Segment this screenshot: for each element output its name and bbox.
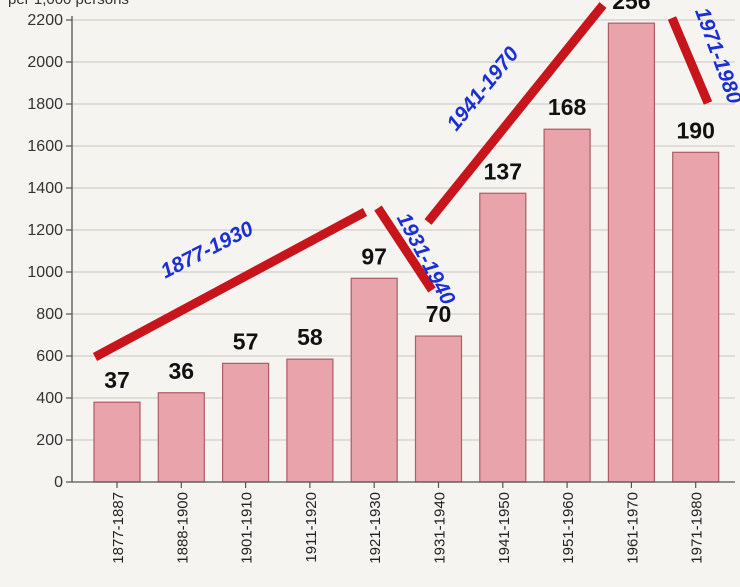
data-label: 190	[677, 117, 715, 143]
bar	[157, 392, 205, 483]
period-line	[92, 208, 368, 361]
partial-header-text: per 1,000 persons	[8, 0, 129, 8]
y-tick-label: 2200	[27, 12, 63, 29]
x-tick-label: 1941-1950	[496, 492, 513, 564]
y-tick-label: 800	[36, 306, 63, 323]
data-label: 37	[104, 367, 130, 393]
x-tick-label: 1961-1970	[624, 492, 641, 564]
x-tick-label: 1931-1940	[432, 492, 449, 564]
period-line	[667, 16, 713, 105]
y-tick-label: 400	[36, 390, 63, 407]
x-axis: 1877-1887 1888-1900 1901-1910 1911-1920 1921…	[110, 482, 706, 564]
y-tick-label: 1200	[27, 222, 63, 239]
y-axis: 0 200 400 600 800 1000 1200 1400 1600 1800 2000 220…	[27, 12, 735, 491]
data-label: 58	[297, 324, 323, 350]
y-tick-label: 600	[36, 348, 63, 365]
bar	[350, 277, 398, 483]
y-tick-label: 1800	[27, 96, 63, 113]
x-tick-label: 1971-1980	[689, 492, 706, 564]
x-tick-label: 1888-1900	[174, 492, 191, 564]
x-tick-label: 1951-1960	[560, 492, 577, 564]
bars	[93, 22, 720, 483]
bar	[222, 362, 270, 483]
data-label: 36	[169, 358, 195, 384]
bar	[607, 22, 656, 483]
bar	[93, 401, 141, 483]
bar	[543, 128, 591, 483]
x-tick-label: 1901-1910	[239, 492, 256, 564]
period-line	[424, 2, 607, 225]
bar	[414, 335, 463, 483]
bar	[672, 151, 720, 483]
period-label: 1931-1940	[392, 209, 460, 309]
bar	[479, 192, 527, 483]
data-label: 137	[484, 158, 522, 184]
data-labels: 37 36 57 58 97 70 137 168 256 190	[104, 0, 715, 393]
x-tick-label: 1877-1887	[110, 492, 127, 564]
data-label: 256	[612, 0, 650, 14]
period-line	[374, 205, 436, 293]
data-label: 57	[233, 328, 259, 354]
y-tick-label: 200	[36, 432, 63, 449]
y-tick-label: 0	[54, 474, 63, 491]
data-label: 97	[361, 243, 387, 269]
data-label: 168	[548, 94, 587, 120]
x-tick-label: 1921-1930	[367, 492, 384, 564]
y-tick-label: 1000	[27, 264, 63, 281]
data-label: 70	[426, 301, 452, 327]
x-tick-label: 1911-1920	[303, 492, 320, 563]
y-tick-label: 1600	[27, 138, 63, 155]
y-tick-label: 2000	[27, 54, 63, 71]
y-tick-label: 1400	[27, 180, 63, 197]
bar	[286, 358, 334, 483]
